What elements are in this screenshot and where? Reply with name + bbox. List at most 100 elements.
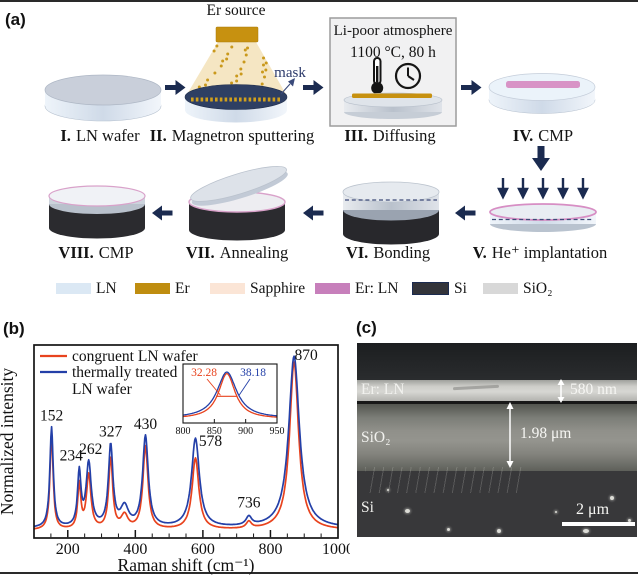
svg-text:234: 234	[60, 447, 84, 464]
diffusing-box-line1: Li-poor atmosphere	[333, 23, 453, 39]
legend-label: Si	[454, 279, 467, 297]
svg-text:200: 200	[56, 541, 80, 558]
step-caption-7: VII. Annealing	[185, 243, 289, 262]
thickness-198um: 1.98 μm	[520, 425, 572, 442]
thermometer-icon	[371, 57, 384, 94]
svg-text:327: 327	[99, 423, 123, 440]
legend-swatch	[412, 282, 449, 295]
flow-arrow-left-1	[152, 205, 173, 221]
svg-text:Normalized intensity: Normalized intensity	[0, 368, 17, 516]
sem-streaks	[365, 467, 525, 493]
thickness-580nm: 580 nm	[570, 381, 617, 398]
annealing-illustration	[188, 166, 288, 241]
sem-speck	[610, 496, 614, 500]
sem-image: Er: LN SiO₂ Si 580 nm 1.98 μm 2 μm	[357, 343, 637, 537]
implantation-arrows	[497, 178, 589, 200]
svg-text:thermally treated: thermally treated	[72, 364, 178, 381]
step-caption-1: I. LN wafer	[60, 126, 140, 145]
scale-bar-label: 2 μm	[576, 501, 610, 518]
step-caption-2: II. Magnetron sputtering	[149, 126, 315, 145]
flow-arrow-right-1	[165, 80, 186, 95]
mask-label: mask	[274, 65, 306, 81]
process-diagram	[44, 17, 597, 245]
sem-speck	[497, 529, 501, 533]
flow-arrow-down	[532, 146, 550, 171]
panel-b-letter: (b)	[3, 319, 25, 338]
svg-text:870: 870	[294, 347, 318, 364]
final-cmp-illustration	[48, 185, 146, 239]
legend-swatch	[56, 283, 91, 294]
step-caption-4: IV. CMP	[512, 126, 574, 145]
flow-arrow-left-2	[303, 205, 324, 221]
sem-speck	[447, 528, 450, 531]
magnetron-sputtering-illustration	[184, 26, 295, 123]
mask-pointer-line	[280, 83, 291, 95]
er-source-block	[215, 26, 259, 43]
sem-speck	[405, 509, 410, 513]
sem-speck	[555, 511, 557, 513]
thickness-arrow-198um	[506, 402, 514, 468]
svg-text:736: 736	[237, 494, 261, 511]
sem-speck	[583, 529, 589, 533]
he-implantation-illustration	[489, 178, 597, 232]
legend-item-er: Er	[135, 279, 190, 297]
step-caption-5: V. He⁺ implantation	[472, 243, 608, 262]
step-caption-8: VIII. CMP	[58, 243, 134, 262]
legend-item-er-ln: Er: LN	[315, 279, 399, 297]
svg-text:950: 950	[270, 426, 285, 437]
diffused-er-layer	[352, 93, 432, 98]
ln-wafer-illustration	[44, 74, 162, 122]
svg-text:430: 430	[134, 416, 158, 433]
implanted-wafer-top	[489, 203, 597, 221]
sem-vacuum-region	[357, 343, 637, 380]
sem-speck	[628, 519, 631, 522]
legend-label: Er	[175, 279, 190, 297]
svg-text:850: 850	[207, 426, 222, 437]
svg-text:LN wafer: LN wafer	[72, 381, 133, 398]
mask-pointer-head	[288, 78, 295, 87]
legend-swatch	[315, 283, 350, 294]
svg-text:578: 578	[199, 433, 223, 450]
flow-arrow-left-3	[455, 205, 476, 221]
sem-label-erln: Er: LN	[361, 381, 405, 398]
legend-swatch	[135, 283, 170, 294]
split-off-wafer	[190, 166, 288, 206]
legend-item-si: Si	[412, 279, 467, 297]
step-caption-6: VI. Bonding	[345, 243, 431, 262]
scale-bar	[562, 522, 635, 526]
diffusing-box-line2: 1100 °C, 80 h	[350, 44, 436, 61]
svg-text:400: 400	[123, 541, 147, 558]
sem-sio2-layer	[357, 404, 637, 471]
sem-label-si: Si	[361, 499, 374, 516]
panel-c-letter: (c)	[356, 318, 377, 337]
svg-text:800: 800	[258, 541, 282, 558]
raman-spectrum-chart: 200 400 600 800 1000 Raman shift (cm⁻¹) Normal…	[0, 344, 350, 575]
svg-text:800: 800	[176, 426, 191, 437]
step-caption-3: III. Diffusing	[344, 126, 436, 145]
diffusing-illustration	[329, 17, 457, 127]
sem-interface-line	[357, 401, 637, 404]
flow-arrow-right-2	[303, 80, 324, 95]
panel-a-letter: (a)	[5, 10, 26, 29]
sem-speck	[387, 489, 389, 491]
legend-label: Er: LN	[355, 279, 399, 297]
svg-text:38.18: 38.18	[240, 367, 266, 379]
legend-label: Sapphire	[250, 279, 306, 297]
sputter-cone	[186, 42, 287, 96]
svg-text:600: 600	[191, 541, 215, 558]
svg-text:congruent LN wafer: congruent LN wafer	[72, 348, 199, 365]
legend-item-sapphire: Sapphire	[210, 279, 306, 297]
thickness-arrow-580nm	[557, 379, 565, 403]
svg-text:1000: 1000	[322, 541, 350, 558]
clock-icon	[394, 62, 422, 90]
bonding-illustration	[342, 181, 440, 245]
flow-arrow-right-3	[461, 80, 482, 95]
er-ln-stripe	[506, 81, 580, 88]
masked-wafer-top	[184, 84, 288, 110]
svg-text:262: 262	[79, 441, 102, 458]
svg-text:152: 152	[40, 408, 63, 425]
top-rule	[0, 0, 638, 2]
legend-item-sio-: SiO₂	[483, 280, 553, 297]
sem-si-substrate	[357, 471, 637, 537]
